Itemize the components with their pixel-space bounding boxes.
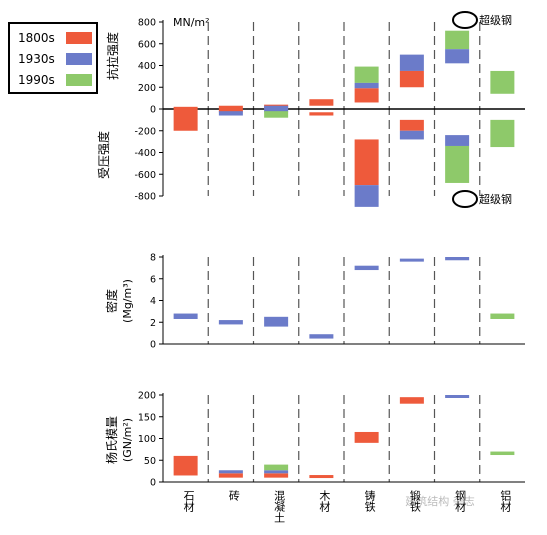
bar-1930s: [445, 49, 470, 64]
super-steel-bottom-label: 超级钢: [479, 192, 512, 206]
y-tick-label: 600: [138, 39, 156, 50]
y-tick-label: 2: [150, 318, 156, 329]
bar-1990s: [490, 70, 515, 94]
category-label: 钢材: [454, 490, 467, 512]
legend-swatch-1990s: [66, 74, 92, 86]
bar-1990s: [490, 313, 515, 319]
y-tick-label: 200: [138, 83, 156, 94]
bar-1930s: [218, 320, 243, 325]
density-unit-label: (Mg/m³): [121, 279, 134, 323]
bar-1930s: [445, 395, 470, 398]
super-steel-top-marker: [452, 11, 478, 29]
bar-1930s: [264, 105, 289, 113]
category-label: 木材: [318, 490, 331, 512]
bar-1800s: [399, 119, 424, 131]
bar-1990s: [490, 451, 515, 456]
category-label: 石材: [182, 490, 195, 512]
y-tick-label: 6: [150, 274, 156, 285]
bar-1990s: [264, 464, 289, 471]
legend-swatch-1930s: [66, 53, 92, 65]
bar-1930s: [445, 135, 470, 146]
bar-1930s: [354, 185, 379, 207]
bar-1930s: [354, 265, 379, 271]
bar-1800s: [309, 475, 334, 479]
watermark-text: 建筑结构 杂志: [405, 494, 475, 508]
y-tick-label: 50: [144, 456, 156, 467]
bar-1930s: [218, 111, 243, 116]
compressive-strength-label: 受压强度: [96, 131, 111, 179]
bar-1800s: [399, 70, 424, 88]
y-tick-label: 4: [150, 296, 156, 307]
super-steel-top-label: 超级钢: [479, 13, 512, 27]
bar-1930s: [309, 334, 334, 339]
tensile-strength-label: 抗拉强度: [105, 32, 120, 80]
y-tick-label: -800: [134, 192, 156, 203]
density-label: 密度: [104, 289, 119, 313]
legend-swatch-1800s: [66, 32, 92, 44]
bar-1990s: [264, 111, 289, 118]
bar-1990s: [490, 119, 515, 148]
bar-1800s: [354, 431, 379, 443]
category-label: 铝材: [499, 489, 512, 512]
y-tick-label: 800: [138, 18, 156, 29]
bar-1800s: [399, 397, 424, 404]
y-tick-label: 100: [138, 434, 156, 445]
bar-1990s: [445, 30, 470, 50]
bar-1930s: [445, 257, 470, 261]
legend-label-1800s: 1800s: [18, 31, 55, 45]
bar-1930s: [399, 258, 424, 262]
bar-1800s: [309, 99, 334, 106]
y-tick-label: -400: [134, 148, 156, 159]
bar-1800s: [354, 139, 379, 186]
bar-1930s: [173, 313, 198, 319]
bar-1930s: [354, 82, 379, 89]
bar-1800s: [309, 112, 334, 116]
legend: 1800s 1930s 1990s: [8, 22, 98, 94]
bar-1930s: [264, 316, 289, 327]
y-tick-label: 150: [138, 412, 156, 423]
bar-1990s: [354, 66, 379, 83]
bar-1800s: [218, 473, 243, 478]
y-tick-label: -600: [134, 170, 156, 181]
bar-1800s: [173, 455, 198, 476]
bar-1930s: [264, 470, 289, 474]
category-label: 锻铁: [408, 489, 421, 512]
y-tick-label: 400: [138, 61, 156, 72]
legend-label-1990s: 1990s: [18, 73, 55, 87]
bar-1930s: [399, 130, 424, 140]
legend-label-1930s: 1930s: [18, 52, 55, 66]
y-tick-label: 0: [150, 105, 156, 116]
y-tick-label: 8: [150, 253, 156, 264]
y-tick-label: 0: [150, 478, 156, 489]
y-tick-label: 0: [150, 340, 156, 351]
bar-1930s: [399, 54, 424, 71]
bar-1800s: [173, 106, 198, 131]
y-tick-label: 200: [138, 391, 156, 402]
y-tick-label: -200: [134, 126, 156, 137]
youngs-modulus-unit-label: (GN/m²): [121, 418, 134, 462]
super-steel-bottom-marker: [452, 190, 478, 208]
category-label: 砖: [227, 489, 240, 502]
youngs-modulus-label: 杨氏模量: [104, 416, 119, 464]
category-label: 混凝土: [273, 490, 286, 523]
bar-1990s: [445, 145, 470, 183]
bar-1930s: [218, 470, 243, 474]
bar-1800s: [218, 105, 243, 113]
bar-1800s: [264, 473, 289, 478]
category-label: 铸铁: [363, 489, 376, 512]
bar-1800s: [354, 88, 379, 103]
strength-unit-label: MN/m²: [173, 16, 210, 29]
